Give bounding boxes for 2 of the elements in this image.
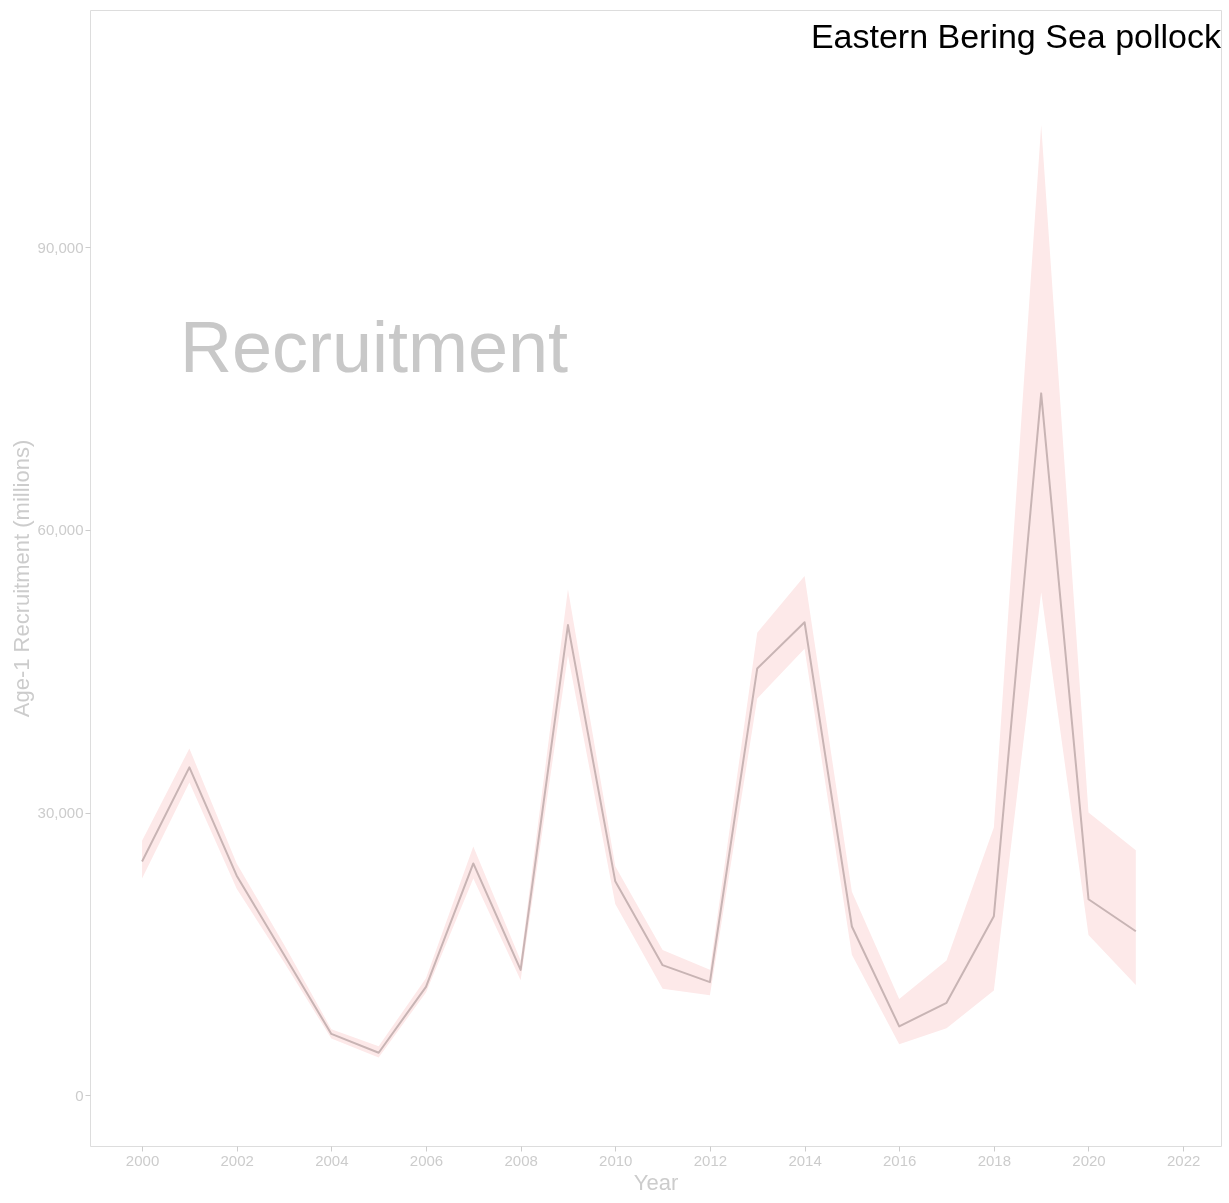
line-series xyxy=(141,392,1137,1054)
chart-title: Eastern Bering Sea pollock xyxy=(810,17,1222,55)
